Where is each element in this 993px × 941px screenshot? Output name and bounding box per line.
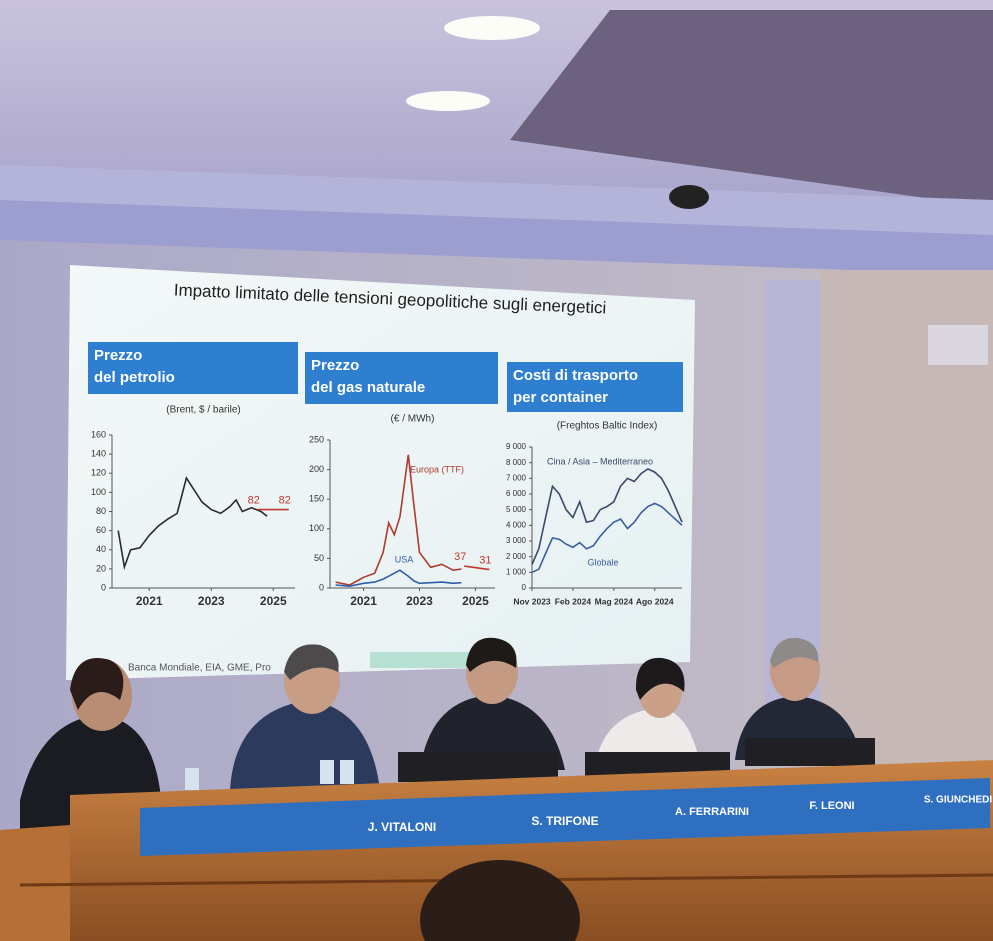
panel-subtitle: (Brent, $ / barile) (166, 405, 240, 416)
y-tick-label: 160 (91, 429, 106, 439)
slide-glare (370, 652, 480, 668)
camera (669, 185, 709, 209)
y-tick-label: 250 (309, 434, 324, 444)
y-tick-label: 6 000 (506, 489, 527, 498)
y-tick-label: 80 (96, 506, 106, 516)
panel-heading: del gas naturale (311, 379, 425, 396)
laptop (745, 738, 875, 766)
y-tick-label: 100 (309, 523, 324, 533)
x-tick-label: 2025 (260, 594, 287, 608)
y-tick-label: 2 000 (506, 552, 527, 561)
series-label: Globale (587, 557, 618, 567)
x-tick-label: Feb 2024 (555, 596, 592, 606)
x-tick-label: 2025 (462, 594, 489, 608)
desk-side (0, 825, 70, 941)
data-label: 82 (279, 494, 291, 506)
name-plate: J. VITALONI (368, 820, 436, 834)
series-label: USA (395, 554, 414, 564)
panel-heading: Costi di trasporto (513, 367, 638, 384)
name-plate: S. GIUNCHEDI (924, 795, 993, 806)
y-tick-label: 9 000 (506, 442, 527, 451)
slide-source: Banca Mondiale, EIA, GME, Pro (128, 663, 271, 674)
y-tick-label: 50 (314, 553, 324, 563)
page: { "slide": { "title": "Impatto limitato … (0, 0, 993, 941)
panel-heading: Prezzo (94, 347, 142, 364)
x-tick-label: 2021 (136, 594, 163, 608)
x-tick-label: 2023 (406, 594, 433, 608)
y-tick-label: 0 (522, 583, 527, 592)
projection-screen (66, 265, 695, 680)
ceiling-light (406, 91, 490, 111)
name-plate: A. FERRARINI (675, 806, 749, 818)
series-label: Cina / Asia – Mediterraneo (547, 456, 653, 466)
data-label: 31 (479, 555, 491, 567)
y-tick-label: 7 000 (506, 473, 527, 482)
panel-subtitle: (Freghtos Baltic Index) (557, 421, 658, 432)
name-plate: S. TRIFONE (531, 814, 598, 828)
y-tick-label: 120 (91, 468, 106, 478)
data-label: 37 (454, 551, 466, 563)
panel-heading: Prezzo (311, 357, 359, 374)
y-tick-label: 40 (96, 544, 106, 554)
x-tick-label: Mag 2024 (595, 596, 634, 606)
x-tick-label: Nov 2023 (513, 596, 551, 606)
y-tick-label: 0 (101, 582, 106, 592)
y-tick-label: 60 (96, 525, 106, 535)
x-tick-label: 2023 (198, 594, 225, 608)
y-tick-label: 8 000 (506, 458, 527, 467)
panel-heading: per container (513, 389, 608, 406)
y-tick-label: 3 000 (506, 536, 527, 545)
x-tick-label: 2021 (350, 594, 377, 608)
y-tick-label: 100 (91, 487, 106, 497)
y-tick-label: 200 (309, 464, 324, 474)
panel-subtitle: (€ / MWh) (391, 414, 435, 425)
y-tick-label: 0 (319, 582, 324, 592)
y-tick-label: 150 (309, 494, 324, 504)
panel-heading: del petrolio (94, 369, 175, 386)
water-bottle (340, 760, 354, 784)
y-tick-label: 1 000 (506, 567, 527, 576)
speaker (928, 325, 988, 365)
series-label: Europa (TTF) (410, 464, 464, 474)
ceiling-light (444, 16, 540, 40)
data-label: 82 (248, 494, 260, 506)
water-bottle (320, 760, 334, 784)
photo: Impatto limitato delle tensioni geopolit… (0, 0, 993, 941)
y-tick-label: 20 (96, 563, 106, 573)
water-bottle (185, 768, 199, 790)
y-tick-label: 5 000 (506, 505, 527, 514)
x-tick-label: Ago 2024 (636, 596, 674, 606)
y-tick-label: 140 (91, 449, 106, 459)
y-tick-label: 4 000 (506, 520, 527, 529)
name-plate: F. LEONI (809, 800, 854, 812)
